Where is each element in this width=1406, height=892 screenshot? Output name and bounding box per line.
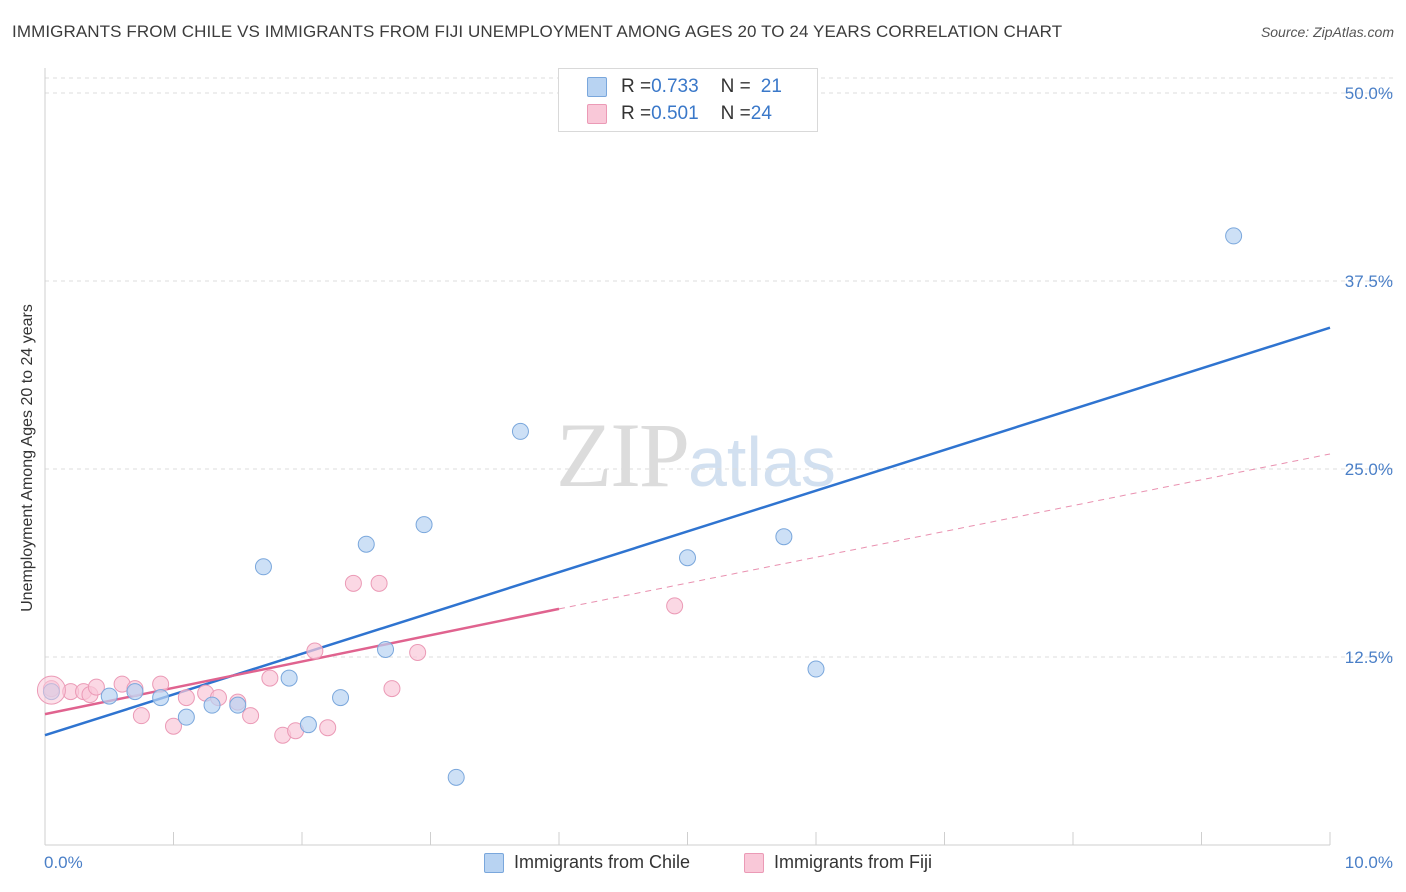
fiji-legend-label: Immigrants from Fiji xyxy=(774,852,933,872)
legend-row-chile: R = 0.733 N = 21 xyxy=(587,75,782,99)
fiji-n-label: N = xyxy=(720,103,751,124)
bottom-legend-fiji: Immigrants from Fiji xyxy=(744,852,932,873)
fiji-point xyxy=(409,643,427,661)
x-tick-label-end: 10.0% xyxy=(1345,853,1393,872)
fiji-point xyxy=(383,680,401,698)
fiji-point xyxy=(132,707,150,725)
chile-point xyxy=(177,708,195,726)
y-tick-label: 37.5% xyxy=(1345,272,1393,291)
chile-point xyxy=(679,549,696,567)
fiji-point xyxy=(87,678,105,696)
fiji-trend-line xyxy=(44,607,560,716)
chile-point xyxy=(807,660,825,678)
fiji-n-value: 24 xyxy=(750,103,772,124)
chile-point xyxy=(377,640,395,658)
chile-point xyxy=(332,689,350,707)
watermark: ZIPatlas xyxy=(556,402,836,508)
chile-point xyxy=(100,687,118,705)
chile-point xyxy=(203,696,221,714)
fiji-trend-extension xyxy=(558,453,1331,610)
fiji-point xyxy=(177,689,195,707)
watermark-zip: ZIP xyxy=(556,404,690,506)
chile-trend-line xyxy=(44,326,1331,737)
chile-point xyxy=(511,422,529,440)
fiji-point xyxy=(242,707,260,725)
chile-point xyxy=(415,516,433,534)
axes xyxy=(44,68,1331,846)
fiji-r-label: R = xyxy=(621,103,652,124)
chile-point xyxy=(126,683,144,701)
correlation-legend: R = 0.733 N = 21 R = 0.501 N = 24 xyxy=(558,68,818,132)
x-tick-label-start: 0.0% xyxy=(44,853,83,872)
chile-n-value: 21 xyxy=(760,76,782,97)
chile-point xyxy=(447,768,465,786)
fiji-point-large xyxy=(36,675,66,705)
chile-swatch xyxy=(587,77,607,97)
fiji-swatch xyxy=(587,104,607,124)
chile-point xyxy=(357,535,375,553)
chile-point xyxy=(280,669,298,687)
chile-n-label: N = xyxy=(720,76,751,97)
fiji-r-value: 0.501 xyxy=(651,103,699,124)
chile-r-label: R = xyxy=(621,76,652,97)
grid-lines xyxy=(45,77,1395,658)
chile-point xyxy=(229,696,247,714)
watermark-atlas: atlas xyxy=(688,423,836,501)
fiji-point xyxy=(319,719,337,737)
source-credit: Source: ZipAtlas.com xyxy=(1260,24,1394,40)
fiji-point xyxy=(165,717,182,735)
y-tick-label: 50.0% xyxy=(1345,84,1393,103)
tick-labels: 12.5% 25.0% 37.5% 50.0% 0.0% 10.0% xyxy=(44,84,1393,872)
chile-point xyxy=(254,558,272,576)
fiji-point xyxy=(344,574,362,592)
fiji-point xyxy=(666,597,684,615)
data-points xyxy=(36,227,1243,786)
fiji-point xyxy=(370,574,388,592)
fiji-legend-swatch xyxy=(744,852,764,873)
fiji-point xyxy=(306,642,324,660)
chile-legend-label: Immigrants from Chile xyxy=(514,852,691,872)
chart-title: IMMIGRANTS FROM CHILE VS IMMIGRANTS FROM… xyxy=(12,22,1063,41)
y-tick-label: 12.5% xyxy=(1345,648,1393,667)
chile-r-value: 0.733 xyxy=(651,76,699,97)
chile-point xyxy=(1225,227,1243,245)
chile-point xyxy=(775,528,793,546)
trend-lines xyxy=(44,326,1331,737)
chile-point xyxy=(299,716,317,734)
legend-row-fiji: R = 0.501 N = 24 xyxy=(587,102,772,126)
bottom-legend-chile: Immigrants from Chile xyxy=(484,852,690,873)
fiji-point xyxy=(261,669,279,687)
y-tick-label: 25.0% xyxy=(1345,460,1393,479)
chile-legend-swatch xyxy=(484,852,504,873)
chile-point xyxy=(152,689,170,707)
